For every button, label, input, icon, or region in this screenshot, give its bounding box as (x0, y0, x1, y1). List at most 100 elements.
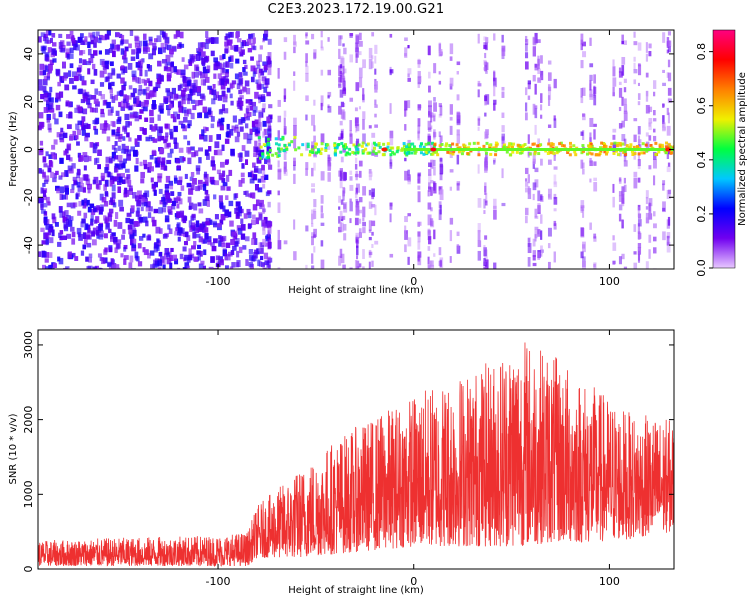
heatmap-signal-cell (419, 142, 423, 146)
heatmap-cell (219, 201, 224, 208)
heatmap-cell (368, 220, 372, 232)
heatmap-cell (258, 153, 263, 160)
heatmap-cell (128, 185, 133, 192)
heatmap-cell (100, 108, 105, 114)
heatmap-cell (239, 126, 244, 132)
heatmap-cell (203, 249, 207, 256)
heatmap-cell (666, 166, 671, 173)
heatmap-cell (623, 104, 628, 112)
heatmap-signal-cell (595, 153, 599, 157)
heatmap-cell (662, 183, 665, 191)
heatmap-cell (133, 101, 139, 107)
heatmap-cell (83, 95, 88, 102)
heatmap-cell (667, 162, 671, 167)
heatmap-cell (168, 228, 173, 235)
heatmap-cell (225, 69, 229, 74)
heatmap-cell (126, 174, 131, 180)
heatmap-cell (340, 253, 345, 264)
heatmap-cell (164, 187, 169, 193)
heatmap-cell (105, 192, 109, 198)
heatmap-cell (449, 186, 452, 191)
heatmap-cell (95, 157, 100, 164)
heatmap-signal-cell (472, 141, 476, 145)
heatmap-cell (222, 248, 227, 256)
heatmap-cell (428, 265, 431, 269)
heatmap-cell (206, 236, 212, 243)
heatmap-cell (122, 126, 128, 132)
heatmap-cell (211, 245, 217, 252)
heatmap-cell (100, 204, 104, 212)
heatmap-cell (623, 87, 627, 93)
heatmap-cell (593, 74, 596, 84)
heatmap-cell (427, 246, 431, 251)
heatmap-cell (221, 90, 226, 97)
heatmap-cell (77, 37, 83, 43)
heatmap-cell (224, 72, 229, 78)
heatmap-cell (493, 77, 498, 88)
heatmap-cell (354, 157, 358, 163)
heatmap-cell (305, 168, 308, 176)
heatmap-signal-cell (552, 151, 556, 155)
heatmap-cell (247, 224, 252, 230)
heatmap-signal-cell (664, 151, 668, 155)
heatmap-cell (477, 164, 480, 174)
heatmap-signal-cell (489, 152, 493, 156)
heatmap-cell (439, 157, 443, 162)
heatmap-cell (152, 100, 156, 107)
heatmap-cell (71, 231, 76, 238)
heatmap-cell (226, 174, 230, 182)
heatmap-signal-cell (457, 150, 461, 154)
heatmap-cell (165, 252, 170, 258)
heatmap-cell (439, 158, 443, 168)
heatmap-cell (165, 54, 171, 62)
heatmap-cell (327, 91, 332, 97)
heatmap-cell (623, 40, 627, 46)
heatmap-signal-cell (597, 153, 601, 157)
heatmap-cell (139, 161, 143, 167)
heatmap-signal-cell (432, 150, 436, 154)
heatmap-cell (58, 111, 63, 118)
heatmap-cell (122, 98, 128, 104)
heatmap-cell (140, 198, 145, 205)
heatmap-signal-cell (375, 143, 379, 147)
heatmap-cell (633, 251, 637, 255)
heatmap-cell (149, 90, 154, 98)
heatmap-cell (52, 58, 57, 63)
heatmap-cell (135, 157, 139, 165)
heatmap-cell (260, 175, 266, 183)
heatmap-cell (433, 229, 436, 240)
heatmap-cell (68, 70, 72, 77)
heatmap-cell (100, 94, 106, 100)
heatmap-cell (64, 187, 69, 195)
heatmap-cell (129, 30, 134, 36)
heatmap-cell (156, 35, 162, 43)
heatmap-signal-cell (502, 145, 506, 149)
heatmap-cell (76, 192, 81, 197)
heatmap-cell (645, 217, 650, 224)
heatmap-cell (207, 107, 212, 114)
heatmap-cell (501, 91, 505, 98)
heatmap-cell (190, 112, 195, 120)
heatmap-cell (254, 184, 260, 191)
heatmap-cell (417, 75, 422, 83)
heatmap-cell (180, 227, 185, 235)
heatmap-cell (623, 151, 627, 162)
heatmap-cell (166, 142, 171, 148)
heatmap-cell (277, 169, 282, 180)
heatmap-cell (95, 216, 100, 223)
heatmap-cell (187, 120, 192, 127)
heatmap-cell (204, 196, 210, 202)
heatmap-cell (252, 110, 256, 117)
heatmap-cell (242, 86, 247, 92)
heatmap-cell (137, 60, 142, 66)
heatmap-cell (349, 170, 353, 175)
heatmap-cell (50, 152, 56, 157)
heatmap-cell (358, 228, 362, 233)
heatmap-cell (362, 88, 365, 96)
heatmap-cell (430, 220, 435, 228)
heatmap-signal-cell (357, 143, 361, 147)
heatmap-cell (43, 107, 49, 113)
heatmap-cell (368, 171, 373, 177)
heatmap-cell (140, 178, 145, 184)
heatmap-cell (40, 198, 44, 204)
